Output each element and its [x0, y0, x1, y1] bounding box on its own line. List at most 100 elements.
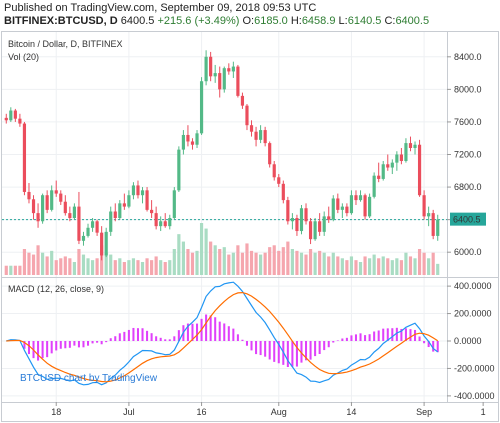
- volume-bar: [354, 260, 358, 275]
- candle-body: [240, 95, 245, 106]
- macd-axis-ticks: 400.0000 200.0000 0.0000 -200.0000 -400.0000: [447, 281, 495, 401]
- volume-bar: [45, 256, 49, 275]
- volume-bar: [209, 241, 213, 275]
- volume-bar: [18, 265, 22, 275]
- candle-body: [140, 190, 145, 196]
- volume-bar: [386, 258, 390, 275]
- candle-body: [190, 141, 195, 145]
- price-pane-title: Bitcoin / Dollar, D, BITFINEX: [8, 39, 123, 49]
- close-value: 6400.5: [395, 15, 430, 27]
- candle-body: [150, 209, 154, 214]
- candle-body: [417, 144, 422, 196]
- candle-body: [159, 221, 163, 227]
- candle-body: [263, 130, 267, 144]
- candle-body: [322, 216, 326, 232]
- volume-bar: [154, 256, 158, 275]
- time-axis-ticks: 18 Jul 16 Aug 14 Sep 1: [51, 402, 486, 417]
- low-value: 6140.5: [347, 15, 382, 27]
- candle-body: [408, 143, 413, 148]
- volume-bar: [395, 258, 399, 275]
- candle-body: [77, 206, 81, 241]
- volume-bar: [249, 250, 254, 275]
- volume-bar: [281, 247, 285, 275]
- candle-body: [41, 195, 45, 222]
- volume-bar: [327, 256, 331, 275]
- candle-body: [308, 221, 313, 240]
- price-axis-ticks: 8400.08000.07600.07200.06800.06400.06000…: [447, 52, 482, 257]
- symbol-label: BITFINEX:BTCUSD, D: [4, 15, 118, 27]
- candle-body: [277, 177, 281, 184]
- candle-body: [145, 190, 149, 210]
- volume-bar: [41, 252, 45, 275]
- candle-body: [254, 131, 258, 140]
- candle-body: [195, 133, 199, 145]
- candle-body: [236, 66, 240, 96]
- volume-bar: [145, 258, 149, 275]
- candle-body: [268, 143, 272, 165]
- volume-bar: [109, 254, 113, 275]
- volume-bar: [90, 260, 95, 275]
- candle-body: [354, 195, 358, 201]
- volume-bar: [59, 258, 63, 275]
- volume-bar: [195, 250, 199, 275]
- candle-body: [204, 56, 208, 82]
- volume-bar: [68, 258, 72, 275]
- price-tick-label: 8000.0: [454, 84, 482, 94]
- volume-bar: [368, 258, 372, 275]
- volume-bar: [72, 262, 76, 275]
- low-label: L:: [338, 15, 348, 27]
- volume-bar: [163, 262, 167, 275]
- volume-bar: [227, 254, 231, 275]
- high-value: 6458.9: [301, 15, 336, 27]
- volume-bar: [27, 252, 31, 275]
- volume-bar: [399, 260, 403, 275]
- candle-body: [113, 211, 117, 219]
- volume-bar: [295, 250, 299, 275]
- volume-bar: [340, 258, 344, 275]
- volume-title: Vol (20): [8, 52, 39, 62]
- time-tick-label: 16: [197, 407, 207, 417]
- candle-body: [404, 143, 408, 162]
- volume-bar: [186, 249, 190, 275]
- candle-body: [259, 130, 263, 140]
- volume-bar: [259, 254, 263, 275]
- volume-bar: [308, 249, 313, 275]
- time-tick-label: 14: [346, 407, 356, 417]
- candle-body: [358, 195, 363, 201]
- candle-body: [336, 198, 340, 210]
- volume-bar: [81, 254, 86, 275]
- price-tick-label: 6000.0: [454, 247, 482, 257]
- candle-body: [122, 203, 126, 207]
- volume-bar: [377, 258, 381, 275]
- candle-body: [9, 110, 13, 121]
- volume-bar: [118, 258, 122, 275]
- candle-body: [81, 235, 86, 241]
- candle-body: [181, 134, 185, 150]
- candle-body: [54, 190, 58, 194]
- candle-body: [290, 218, 294, 222]
- candle-body: [395, 154, 399, 163]
- volume-bar: [331, 252, 335, 275]
- candle-body: [340, 206, 344, 210]
- volume-bar: [408, 256, 413, 275]
- volume-bar: [322, 252, 326, 275]
- candle-body: [372, 175, 376, 197]
- volume-bar: [54, 260, 58, 275]
- volume-bar: [177, 234, 181, 275]
- time-tick-label: Sep: [416, 407, 432, 417]
- last-price-tag: [450, 212, 486, 226]
- candlestick-series: [4, 50, 440, 261]
- candle-body: [186, 134, 190, 142]
- candle-body: [227, 68, 231, 72]
- volume-bar: [363, 256, 367, 275]
- candle-body: [272, 164, 276, 178]
- candle-body: [22, 123, 27, 192]
- symbol-info-bar: BITFINEX:BTCUSD, D 6400.5 +215.6 (+3.49%…: [4, 15, 429, 27]
- signal-line: [6, 291, 439, 383]
- volume-bar: [427, 258, 431, 275]
- macd-tick-label: 0.0000: [454, 336, 482, 346]
- high-label: H:: [290, 15, 302, 27]
- candle-body: [177, 149, 181, 191]
- macd-tick-label: 200.0000: [454, 309, 492, 319]
